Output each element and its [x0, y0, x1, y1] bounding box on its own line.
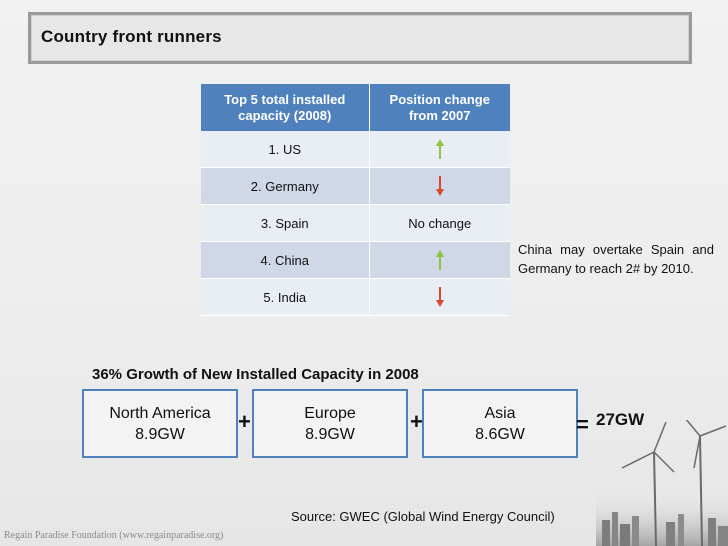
table-row: 1. US [201, 131, 510, 168]
china-note: China may overtake Spain and Germany to … [518, 242, 714, 276]
title-box: Country front runners [28, 12, 692, 64]
country-cell: 1. US [201, 131, 370, 168]
region-box-europe: Europe 8.9GW [252, 389, 408, 458]
country-cell: 4. China [201, 241, 370, 279]
source-citation: Source: GWEC (Global Wind Energy Council… [291, 509, 555, 524]
arrow-up-icon [435, 139, 444, 159]
region-value: 8.6GW [475, 426, 525, 443]
country-cell: 3. Spain [201, 204, 370, 242]
region-name: North America [109, 405, 211, 422]
table-row: 2. Germany [201, 167, 510, 205]
change-cell [369, 131, 510, 168]
footer-credit: Regain Paradise Foundation (www.regainpa… [4, 530, 224, 541]
wind-turbine-image [596, 420, 728, 546]
country-cell: 2. Germany [201, 167, 370, 205]
region-value: 8.9GW [135, 426, 185, 443]
growth-title: 36% Growth of New Installed Capacity in … [92, 366, 419, 383]
region-box-north-america: North America 8.9GW [82, 389, 238, 458]
table-row: 5. India [201, 278, 510, 316]
table-row: 3. Spain No change [201, 204, 510, 242]
table-row: 4. China [201, 241, 510, 279]
region-box-asia: Asia 8.6GW [422, 389, 578, 458]
table-header-row: Top 5 total installed capacity (2008) Po… [201, 84, 510, 131]
arrow-up-icon [435, 250, 444, 270]
slide-title: Country front runners [41, 27, 222, 46]
change-cell: No change [369, 204, 510, 242]
equals-sign: = [576, 412, 589, 437]
region-name: Europe [304, 405, 356, 422]
header-position-change: Position change from 2007 [369, 84, 510, 131]
arrow-down-icon [435, 176, 444, 196]
plus-sign: + [238, 409, 251, 434]
country-cell: 5. India [201, 278, 370, 316]
total-capacity: 27GW [596, 410, 645, 429]
region-name: Asia [484, 405, 516, 422]
change-cell [369, 278, 510, 316]
change-cell [369, 241, 510, 279]
change-cell [369, 167, 510, 205]
plus-sign: + [410, 409, 423, 434]
region-value: 8.9GW [305, 426, 355, 443]
arrow-down-icon [435, 287, 444, 307]
header-capacity: Top 5 total installed capacity (2008) [201, 84, 370, 131]
ranking-table: Top 5 total installed capacity (2008) Po… [201, 84, 510, 316]
